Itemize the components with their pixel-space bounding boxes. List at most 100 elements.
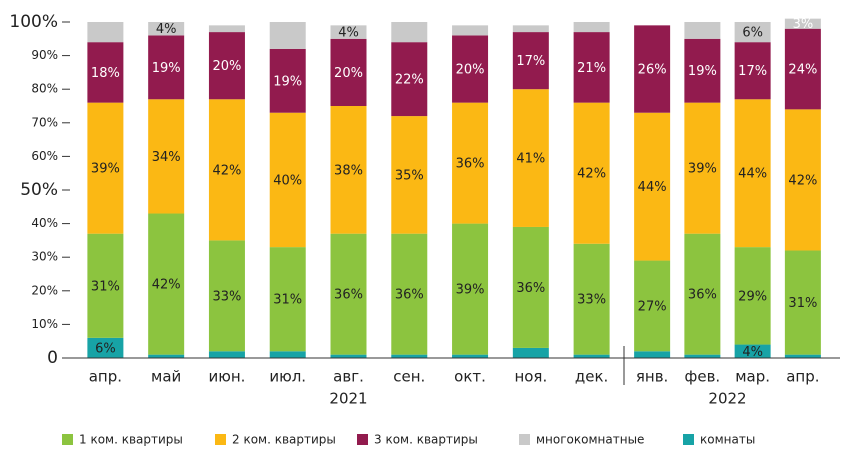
data-label: 33%: [577, 293, 606, 308]
bar-segment: [573, 243, 610, 355]
bar-segment: [634, 112, 671, 261]
y-tick-label: 50%: [20, 180, 58, 200]
y-tick-label: 30%: [31, 250, 58, 264]
data-label: 19%: [273, 74, 302, 89]
bar-segment: [512, 25, 549, 33]
bar-segment: [87, 42, 124, 103]
legend-swatch: [357, 434, 368, 445]
x-tick-label: июн.: [208, 368, 245, 386]
bar-segment: [330, 106, 367, 234]
legend-label: многокомнатные: [536, 433, 644, 447]
bar-segment: [391, 116, 428, 234]
bar-segment: [269, 112, 306, 248]
bar-segment: [634, 351, 671, 358]
bar-segment: [330, 233, 367, 355]
bar-segment: [87, 337, 124, 358]
data-label: 40%: [273, 173, 302, 188]
bar-segment: [573, 22, 610, 33]
data-label: 36%: [334, 288, 363, 303]
legend-swatch: [62, 434, 73, 445]
legend-label: 1 ком. квартиры: [79, 433, 183, 447]
bar-segment: [208, 240, 245, 352]
bar-segment: [784, 250, 821, 355]
bar-segment: [391, 354, 428, 358]
bar-segment: [512, 32, 549, 90]
bar-segment: [734, 22, 771, 43]
bar-segment: [148, 99, 185, 214]
data-label: 31%: [788, 296, 817, 311]
data-label: 4%: [338, 26, 359, 41]
data-label: 34%: [152, 150, 181, 165]
data-label: 4%: [742, 345, 763, 360]
x-tick-label: июл.: [269, 368, 306, 386]
data-label: 19%: [688, 64, 717, 79]
bar-segment: [391, 42, 428, 117]
x-tick-label: апр.: [786, 368, 819, 386]
data-label: 38%: [334, 163, 363, 178]
bar-segment: [269, 22, 306, 49]
data-label: 21%: [577, 61, 606, 76]
bar-segment: [684, 38, 721, 103]
data-label: 6%: [95, 341, 116, 356]
data-label: 29%: [738, 289, 767, 304]
bar-segment: [148, 35, 185, 100]
group-label: 2022: [708, 390, 746, 408]
bar-segment: [208, 25, 245, 33]
x-tick-label: мар.: [735, 368, 770, 386]
data-label: 35%: [395, 168, 424, 183]
data-label: 41%: [516, 152, 545, 167]
y-tick-label: 40%: [31, 216, 58, 230]
bar-segment: [87, 102, 124, 234]
y-tick-label: 70%: [31, 115, 58, 129]
y-tick-label: 90%: [31, 48, 58, 62]
data-label: 44%: [738, 167, 767, 182]
data-label: 18%: [91, 66, 120, 81]
legend-swatch: [683, 434, 694, 445]
bar-segment: [734, 42, 771, 100]
bar-segment: [573, 32, 610, 103]
bar-segment: [208, 351, 245, 358]
bar-segment: [784, 18, 821, 29]
bar-segment: [269, 351, 306, 358]
bar-segment: [734, 247, 771, 345]
bar-segment: [512, 226, 549, 348]
bar-segment: [330, 354, 367, 358]
bar-segment: [452, 35, 489, 103]
bar-segment: [634, 25, 671, 113]
bar-segment: [684, 233, 721, 355]
data-label: 17%: [516, 54, 545, 69]
data-label: 36%: [516, 281, 545, 296]
bar-segment: [684, 354, 721, 358]
bar-segment: [87, 22, 124, 43]
y-tick-label: 100%: [9, 12, 58, 32]
legend-swatch: [519, 434, 530, 445]
y-tick-label: 60%: [31, 149, 58, 163]
data-label: 42%: [577, 167, 606, 182]
x-tick-label: дек.: [575, 368, 608, 386]
data-label: 4%: [156, 22, 177, 37]
data-label: 19%: [152, 61, 181, 76]
y-tick-label: 20%: [31, 283, 58, 297]
legend-swatch: [215, 434, 226, 445]
data-label: 27%: [638, 299, 667, 314]
group-label: 2021: [329, 390, 367, 408]
bar-segment: [269, 247, 306, 352]
x-tick-label: фев.: [685, 368, 721, 386]
bar-segment: [208, 99, 245, 241]
data-label: 26%: [638, 63, 667, 78]
bar-segment: [512, 89, 549, 227]
data-label: 42%: [152, 278, 181, 293]
bar-segment: [784, 109, 821, 251]
data-label: 42%: [212, 163, 241, 178]
bar-segment: [734, 99, 771, 248]
x-tick-label: апр.: [89, 368, 122, 386]
x-tick-label: авг.: [333, 368, 364, 386]
legend-label: 3 ком. квартиры: [374, 433, 478, 447]
bar-segment: [634, 260, 671, 352]
bar-segment: [87, 233, 124, 338]
bar-segment: [452, 25, 489, 36]
x-tick-label: май: [151, 368, 181, 386]
bar-segment: [148, 354, 185, 358]
data-label: 39%: [456, 283, 485, 298]
